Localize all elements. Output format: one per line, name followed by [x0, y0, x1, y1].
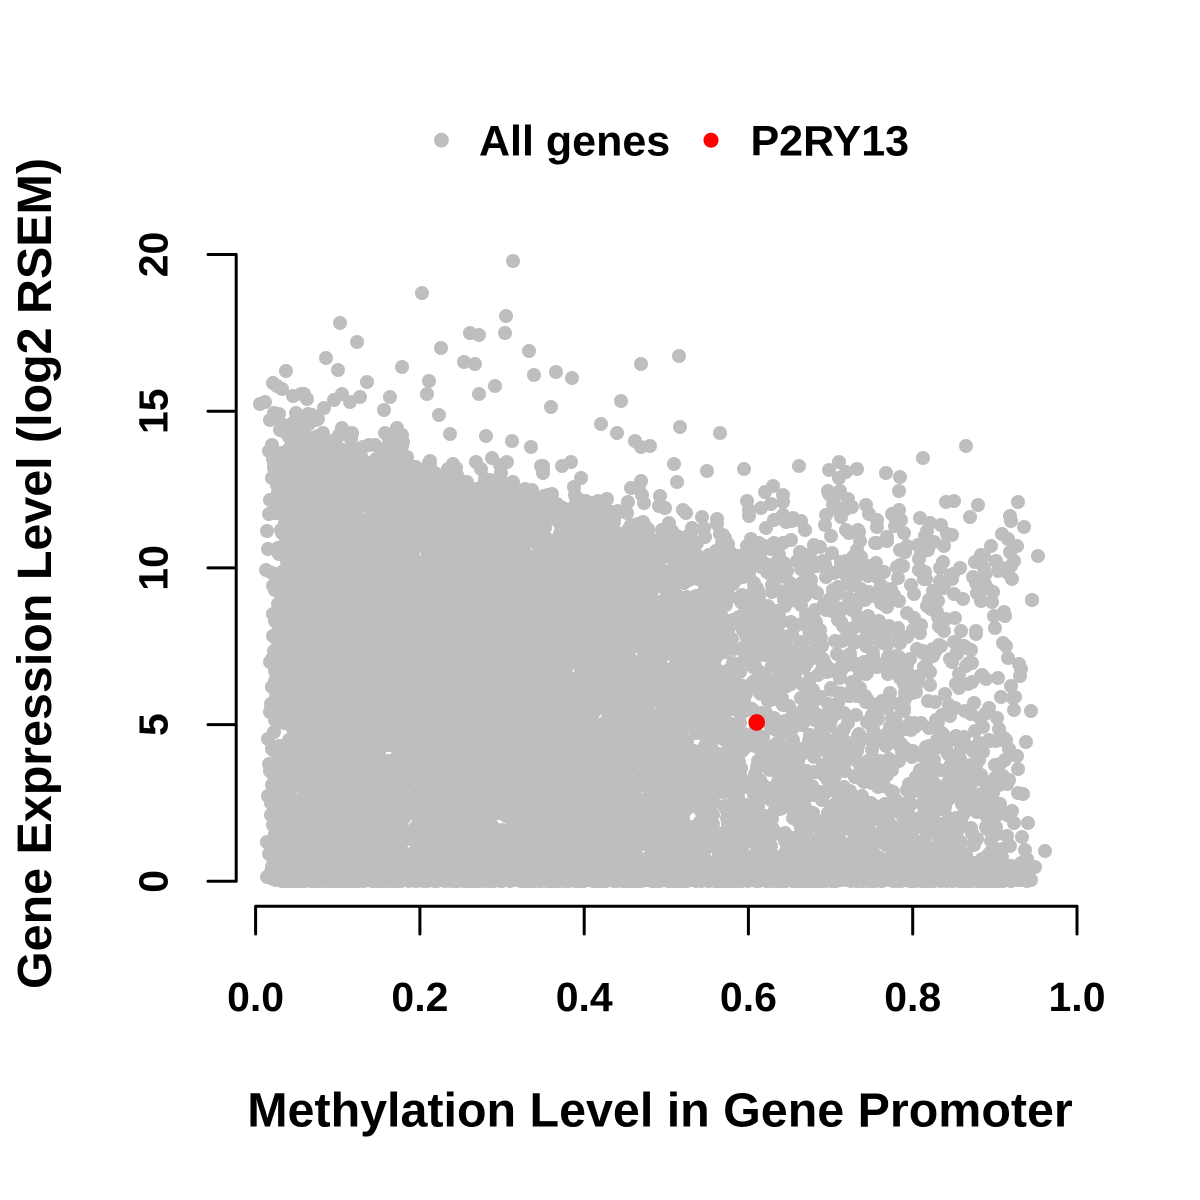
- svg-text:0.8: 0.8: [884, 974, 941, 1020]
- svg-text:All genes: All genes: [479, 118, 670, 166]
- svg-text:0.0: 0.0: [227, 974, 284, 1020]
- svg-text:1.0: 1.0: [1049, 974, 1106, 1020]
- svg-text:0: 0: [131, 870, 177, 893]
- svg-text:15: 15: [131, 388, 177, 434]
- svg-text:20: 20: [131, 232, 177, 278]
- svg-text:Methylation Level in Gene Prom: Methylation Level in Gene Promoter: [247, 1084, 1073, 1138]
- svg-text:P2RY13: P2RY13: [751, 118, 910, 166]
- svg-text:0.6: 0.6: [720, 974, 777, 1020]
- svg-text:10: 10: [131, 545, 177, 591]
- svg-text:Gene Expression Level (log2 RS: Gene Expression Level (log2 RSEM): [8, 158, 62, 989]
- svg-text:5: 5: [131, 713, 177, 736]
- svg-text:0.4: 0.4: [556, 974, 613, 1020]
- svg-text:0.2: 0.2: [391, 974, 448, 1020]
